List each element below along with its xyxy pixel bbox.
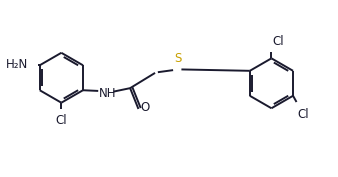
Text: H₂N: H₂N	[6, 58, 28, 71]
Text: O: O	[141, 101, 150, 114]
Text: Cl: Cl	[272, 35, 284, 48]
Text: S: S	[174, 52, 182, 65]
Text: Cl: Cl	[298, 108, 309, 121]
Text: NH: NH	[99, 87, 117, 99]
Text: Cl: Cl	[55, 114, 67, 127]
